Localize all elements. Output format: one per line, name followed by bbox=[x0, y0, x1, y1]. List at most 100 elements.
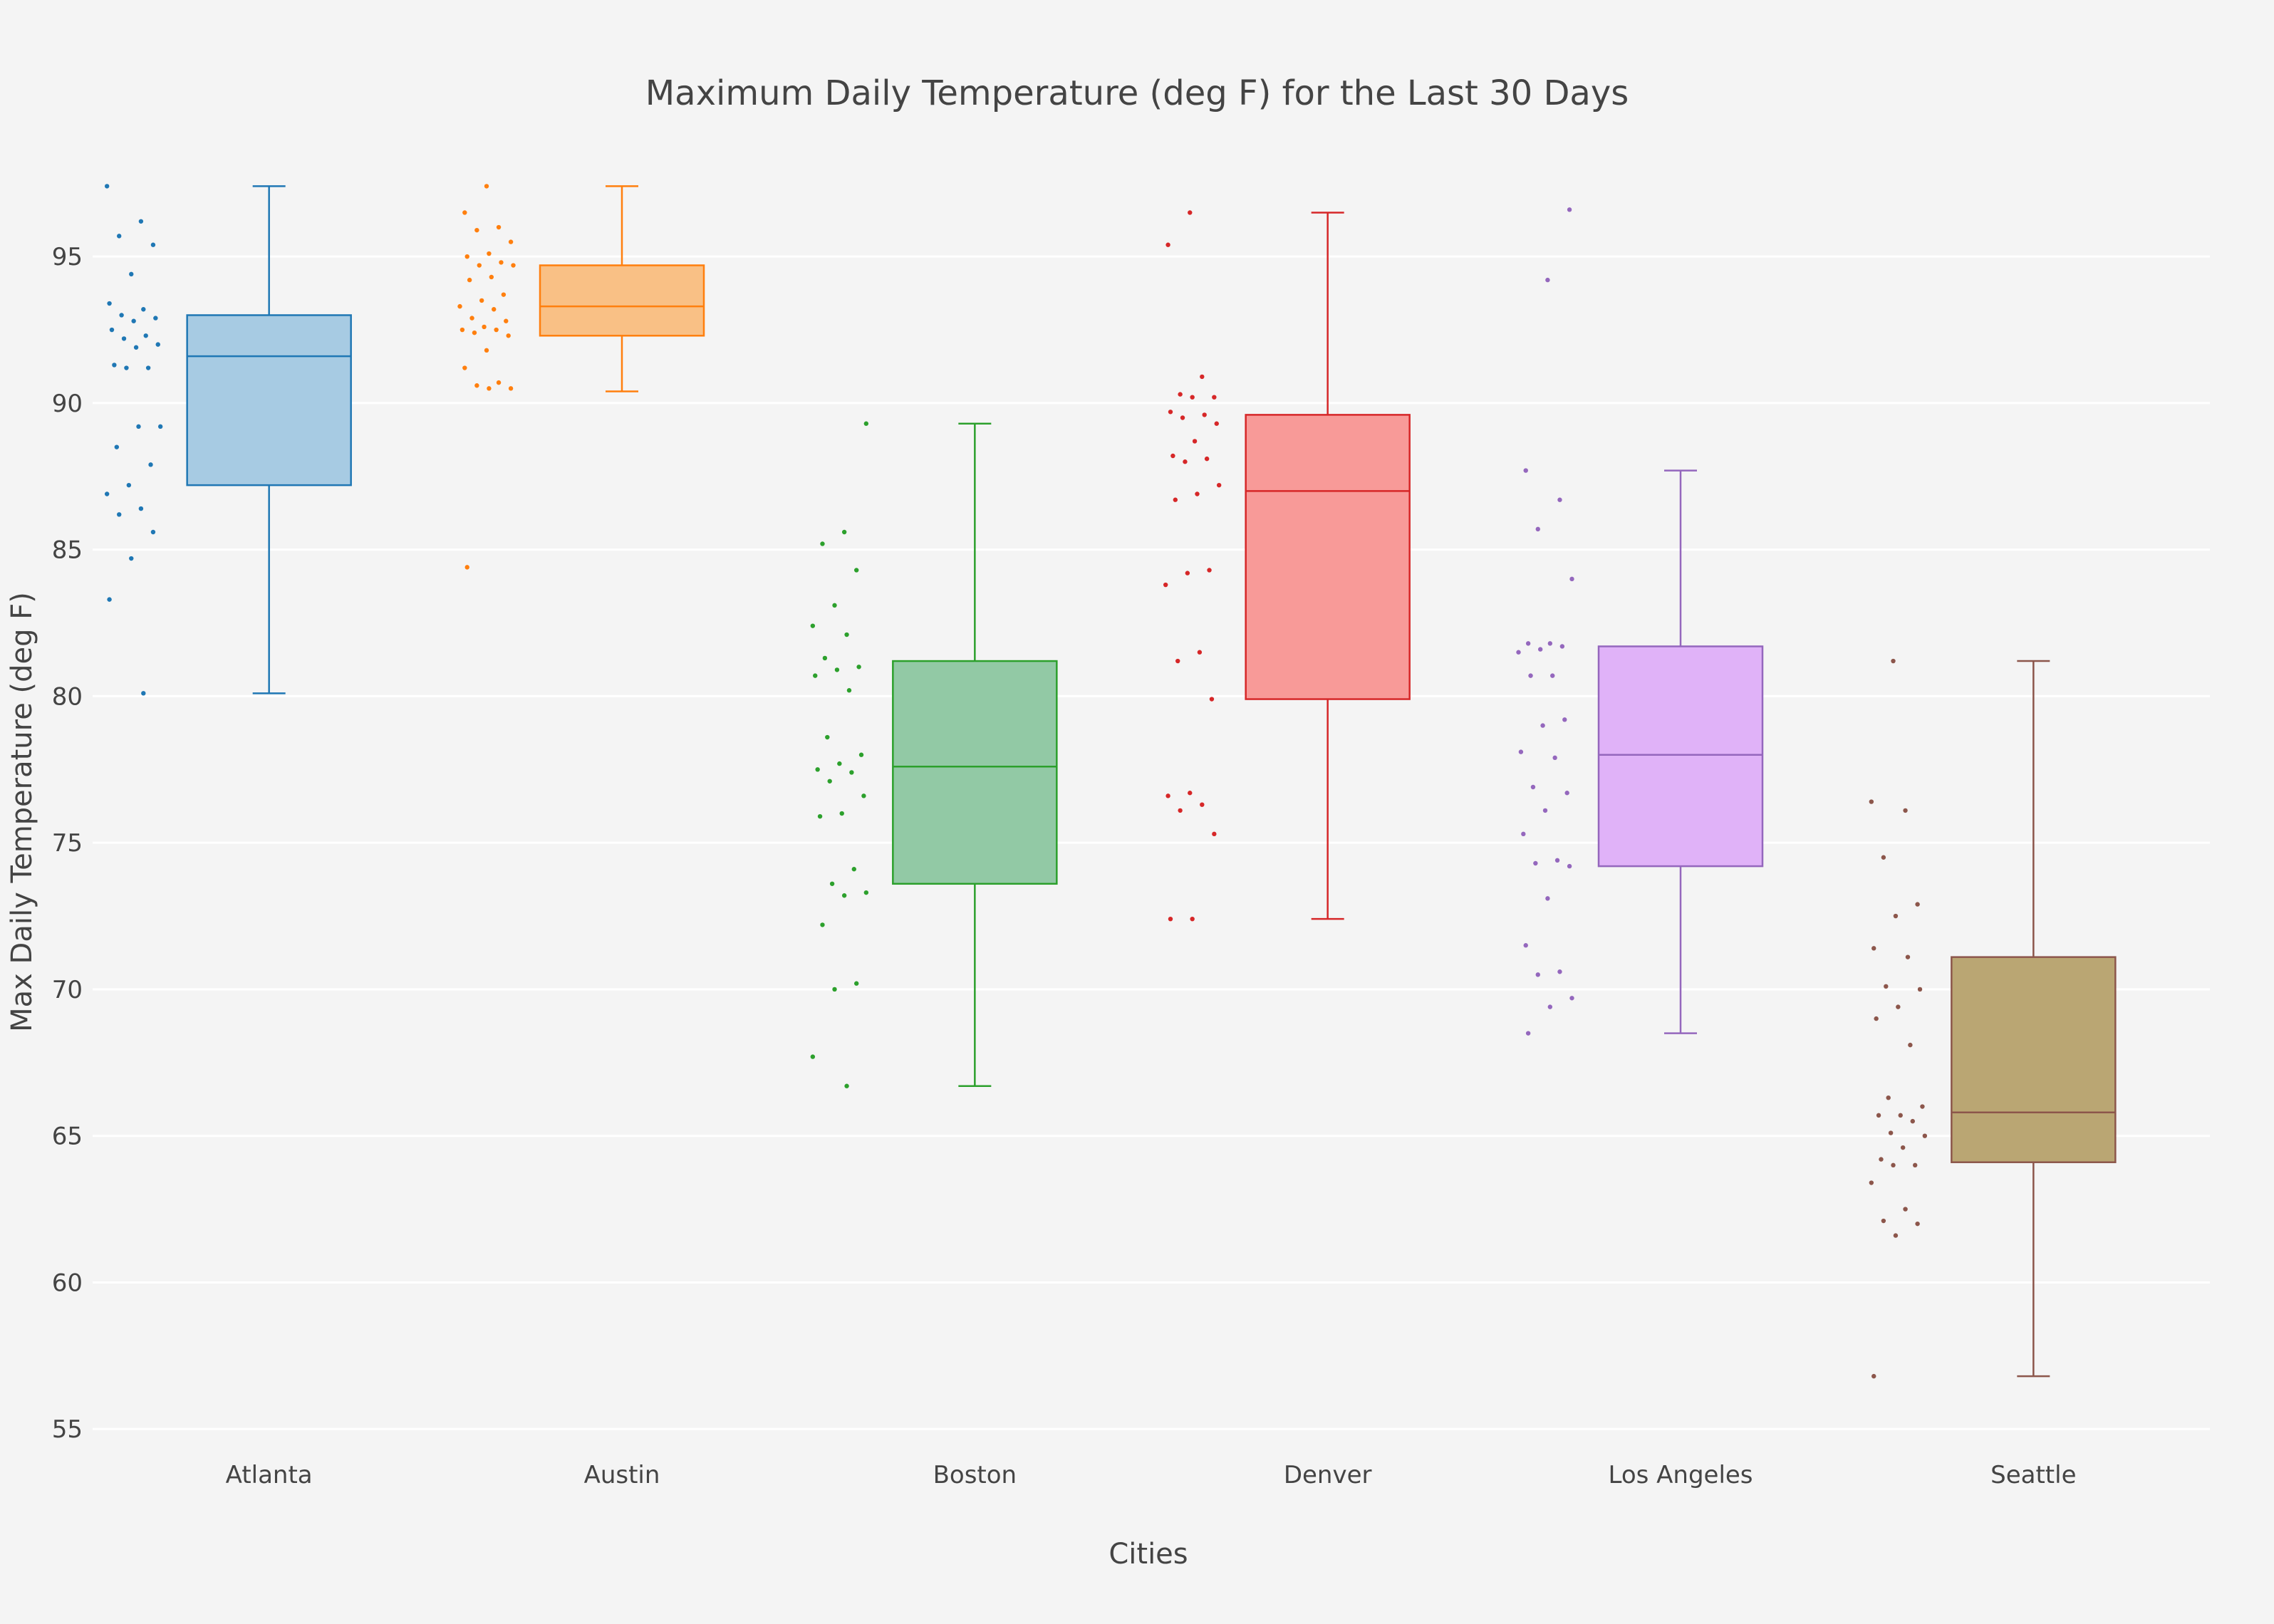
data-point bbox=[1898, 1113, 1903, 1118]
data-point bbox=[131, 318, 136, 323]
box-los-angeles bbox=[1516, 207, 1764, 1036]
data-point bbox=[1915, 902, 1920, 907]
data-point bbox=[157, 424, 163, 430]
data-point bbox=[1922, 1133, 1928, 1138]
data-point bbox=[1525, 1031, 1531, 1036]
y-tick-label: 75 bbox=[52, 829, 83, 858]
jitter-points-atlanta bbox=[104, 184, 163, 696]
data-point bbox=[1881, 1218, 1886, 1224]
data-point bbox=[863, 421, 869, 426]
data-point bbox=[472, 330, 477, 335]
data-point bbox=[482, 324, 487, 330]
data-point bbox=[1545, 896, 1550, 901]
data-point bbox=[1891, 1162, 1896, 1168]
data-point bbox=[1195, 491, 1200, 496]
data-point bbox=[1535, 972, 1540, 977]
data-point bbox=[138, 506, 144, 511]
data-point bbox=[1550, 673, 1555, 678]
data-point bbox=[1569, 996, 1574, 1001]
data-point bbox=[1917, 987, 1923, 992]
x-tick-label: Los Angeles bbox=[1608, 1461, 1753, 1489]
data-point bbox=[1554, 858, 1560, 863]
data-point bbox=[107, 301, 112, 306]
box-iqr bbox=[892, 660, 1058, 885]
data-point bbox=[861, 793, 866, 798]
data-point bbox=[464, 565, 469, 570]
data-point bbox=[499, 260, 504, 265]
data-point bbox=[1165, 793, 1170, 798]
data-point bbox=[462, 210, 467, 215]
data-point bbox=[813, 673, 818, 678]
data-point bbox=[464, 254, 469, 259]
data-point bbox=[511, 263, 516, 268]
data-point bbox=[1204, 456, 1210, 462]
data-point bbox=[141, 691, 146, 696]
y-axis-title: Max Daily Temperature (deg F) bbox=[6, 592, 38, 1032]
data-point bbox=[1214, 421, 1219, 426]
data-point bbox=[1567, 207, 1572, 212]
data-point bbox=[1905, 954, 1911, 959]
data-point bbox=[1869, 1180, 1874, 1185]
data-point bbox=[143, 333, 148, 338]
data-point bbox=[834, 667, 840, 672]
y-axis-ticks: 55 60 65 70 75 80 85 90 95 bbox=[52, 243, 83, 1444]
data-point bbox=[825, 734, 830, 740]
data-point bbox=[492, 307, 497, 312]
data-point bbox=[853, 981, 859, 986]
data-point bbox=[1537, 647, 1543, 652]
data-point bbox=[104, 491, 110, 496]
data-point bbox=[856, 665, 861, 670]
data-point bbox=[820, 541, 825, 546]
data-point bbox=[849, 770, 854, 775]
data-point bbox=[1192, 439, 1198, 444]
y-tick-label: 70 bbox=[52, 976, 83, 1004]
data-point bbox=[141, 307, 146, 312]
jitter-points-austin bbox=[457, 184, 516, 570]
data-point bbox=[1200, 802, 1205, 807]
data-point bbox=[844, 1083, 849, 1088]
data-point bbox=[1893, 1233, 1899, 1238]
y-tick-label: 55 bbox=[52, 1415, 83, 1444]
data-point bbox=[117, 234, 122, 239]
data-point bbox=[1542, 808, 1548, 813]
data-point bbox=[124, 365, 129, 370]
data-point bbox=[1165, 242, 1170, 247]
data-point bbox=[1896, 1004, 1901, 1009]
y-tick-label: 80 bbox=[52, 682, 83, 711]
data-point bbox=[844, 632, 849, 637]
data-point bbox=[822, 655, 828, 661]
data-point bbox=[1915, 1221, 1920, 1227]
data-point bbox=[1876, 1113, 1881, 1118]
data-point bbox=[858, 752, 864, 757]
data-point bbox=[810, 1054, 816, 1059]
data-point bbox=[148, 462, 153, 467]
data-point bbox=[1900, 1145, 1906, 1150]
data-point bbox=[1173, 497, 1178, 502]
data-point bbox=[1871, 1373, 1876, 1379]
data-point bbox=[1879, 1157, 1884, 1162]
data-point bbox=[484, 184, 489, 189]
jitter-points-denver bbox=[1163, 210, 1222, 922]
data-point bbox=[1188, 791, 1193, 796]
box-iqr bbox=[1951, 956, 2117, 1163]
data-point bbox=[1521, 831, 1526, 837]
data-point bbox=[1547, 1004, 1553, 1009]
data-point bbox=[107, 597, 112, 602]
data-point bbox=[1881, 855, 1886, 860]
chart-title: Maximum Daily Temperature (deg F) for th… bbox=[645, 73, 1629, 113]
data-point bbox=[1891, 658, 1896, 664]
data-point bbox=[863, 890, 869, 895]
y-tick-label: 65 bbox=[52, 1123, 83, 1151]
data-point bbox=[494, 327, 499, 333]
data-point bbox=[820, 922, 825, 927]
data-point bbox=[1557, 969, 1562, 974]
data-point bbox=[1552, 755, 1557, 761]
data-point bbox=[1209, 697, 1215, 702]
data-point bbox=[153, 316, 158, 321]
box-iqr bbox=[1597, 645, 1764, 868]
jitter-points-boston bbox=[810, 421, 869, 1088]
data-point bbox=[1516, 650, 1521, 655]
data-point bbox=[460, 327, 465, 333]
